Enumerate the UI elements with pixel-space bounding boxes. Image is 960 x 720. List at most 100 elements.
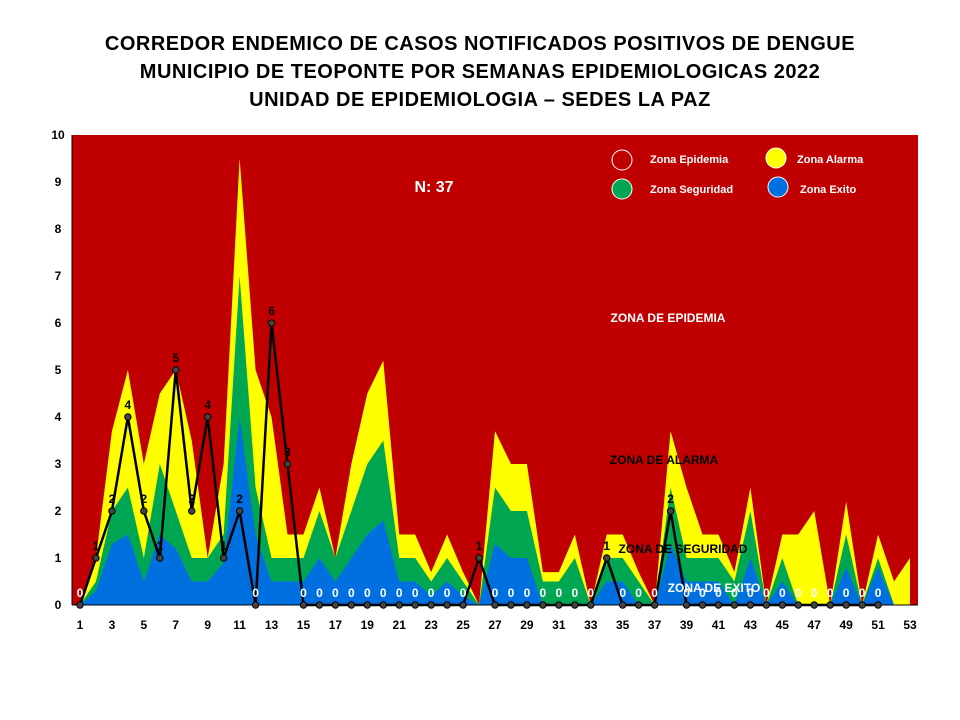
y-tick-label: 6 [55, 316, 62, 330]
x-tick-label: 33 [584, 618, 598, 632]
cases-data-label: 6 [268, 304, 275, 318]
cases-point [347, 601, 356, 609]
cases-data-label: 0 [492, 586, 499, 600]
cases-point [650, 601, 659, 609]
x-tick-label: 15 [297, 618, 311, 632]
cases-point [299, 601, 308, 609]
cases-point [618, 601, 627, 609]
cases-data-label: 0 [747, 586, 754, 600]
cases-point [810, 601, 818, 609]
cases-data-label: 0 [396, 586, 403, 600]
cases-data-label: 0 [300, 586, 307, 600]
cases-point [363, 601, 372, 609]
cases-point [794, 601, 802, 609]
x-tick-label: 11 [233, 618, 246, 632]
cases-point [698, 601, 707, 609]
y-tick-label: 7 [55, 269, 62, 283]
cases-data-label: 1 [156, 539, 163, 553]
cases-data-label: 0 [779, 586, 786, 600]
n-total-label: N: 37 [414, 179, 453, 196]
y-tick-label: 9 [55, 175, 62, 189]
cases-point [251, 601, 260, 609]
cases-point [714, 601, 723, 609]
cases-data-label: 0 [524, 586, 531, 600]
cases-point [443, 601, 451, 609]
cases-point [746, 601, 755, 609]
zone-label-exito: ZONA DE EXITO [668, 581, 761, 595]
legend-label-seguridad: Zona Seguridad [650, 184, 733, 196]
cases-point [634, 601, 643, 609]
cases-data-label: 0 [348, 586, 355, 600]
cases-point [555, 601, 563, 609]
legend: Zona Epidemia Zona Alarma Zona Seguridad… [611, 147, 864, 200]
x-tick-label: 7 [172, 618, 179, 632]
zone-label-alarma: ZONA DE ALARMA [610, 453, 719, 467]
cases-point [124, 413, 132, 421]
y-tick-label: 10 [51, 128, 65, 142]
cases-point [219, 554, 228, 562]
cases-point [603, 554, 611, 562]
cases-point [682, 601, 691, 609]
cases-data-label: 0 [635, 586, 642, 600]
cases-data-label: 0 [77, 586, 84, 600]
x-tick-label: 41 [712, 618, 726, 632]
cases-data-label: 0 [683, 586, 690, 600]
cases-point [172, 366, 180, 374]
cases-data-label: 0 [715, 586, 722, 600]
cases-data-label: 0 [571, 586, 578, 600]
cases-data-label: 0 [587, 586, 594, 600]
cases-point [235, 507, 244, 515]
chart-title-line-3: UNIDAD DE EPIDEMIOLOGIA – SEDES LA PAZ [249, 89, 711, 111]
cases-point [730, 601, 739, 609]
x-tick-label: 29 [520, 618, 534, 632]
x-tick-label: 25 [456, 618, 470, 632]
cases-data-label: 0 [380, 586, 387, 600]
cases-data-label: 0 [316, 586, 323, 600]
cases-point [539, 601, 547, 609]
legend-marker-seguridad [611, 178, 633, 200]
cases-point [826, 601, 834, 609]
x-tick-label: 19 [361, 618, 375, 632]
legend-label-epidemia: Zona Epidemia [650, 154, 729, 166]
legend-marker-exito [767, 176, 789, 198]
x-tick-label: 23 [424, 618, 438, 632]
cases-data-label: 0 [843, 586, 850, 600]
cases-point [283, 460, 292, 468]
cases-data-label: 2 [109, 492, 116, 506]
cases-data-label: 1 [220, 539, 227, 553]
zona-exito-area [80, 417, 910, 605]
cases-point [858, 601, 866, 609]
cases-point [331, 601, 340, 609]
cases-data-label: 0 [332, 586, 339, 600]
zone-label-epidemia: ZONA DE EPIDEMIA [611, 311, 726, 325]
cases-data-label: 0 [731, 586, 738, 600]
cases-point [571, 601, 579, 609]
chart-title-line-1: CORREDOR ENDEMICO DE CASOS NOTIFICADOS P… [104, 33, 856, 55]
cases-data-label: 0 [252, 586, 259, 600]
legend-marker-epidemia [611, 149, 633, 171]
cases-data-label: 0 [428, 586, 435, 600]
cases-data-label: 2 [141, 492, 148, 506]
x-tick-label: 31 [552, 618, 566, 632]
cases-data-label: 0 [444, 586, 451, 600]
legend-label-exito: Zona Exito [800, 184, 857, 196]
cases-point [203, 413, 212, 421]
x-tick-label: 5 [141, 618, 148, 632]
x-tick-label: 37 [648, 618, 662, 632]
x-tick-label: 51 [871, 618, 885, 632]
y-tick-label: 4 [55, 410, 62, 424]
cases-data-label: 0 [540, 586, 547, 600]
cases-data-label: 1 [476, 539, 483, 553]
cases-point [762, 601, 771, 609]
cases-data-label: 4 [125, 398, 132, 412]
cases-data-label: 0 [763, 586, 770, 600]
cases-point [108, 507, 116, 515]
y-tick-label: 0 [55, 598, 62, 612]
title-block: CORREDOR ENDEMICO DE CASOS NOTIFICADOS P… [0, 30, 960, 114]
cases-point [379, 601, 387, 609]
cases-point [459, 601, 467, 609]
cases-data-label: 0 [651, 586, 658, 600]
cases-data-label: 0 [875, 586, 882, 600]
